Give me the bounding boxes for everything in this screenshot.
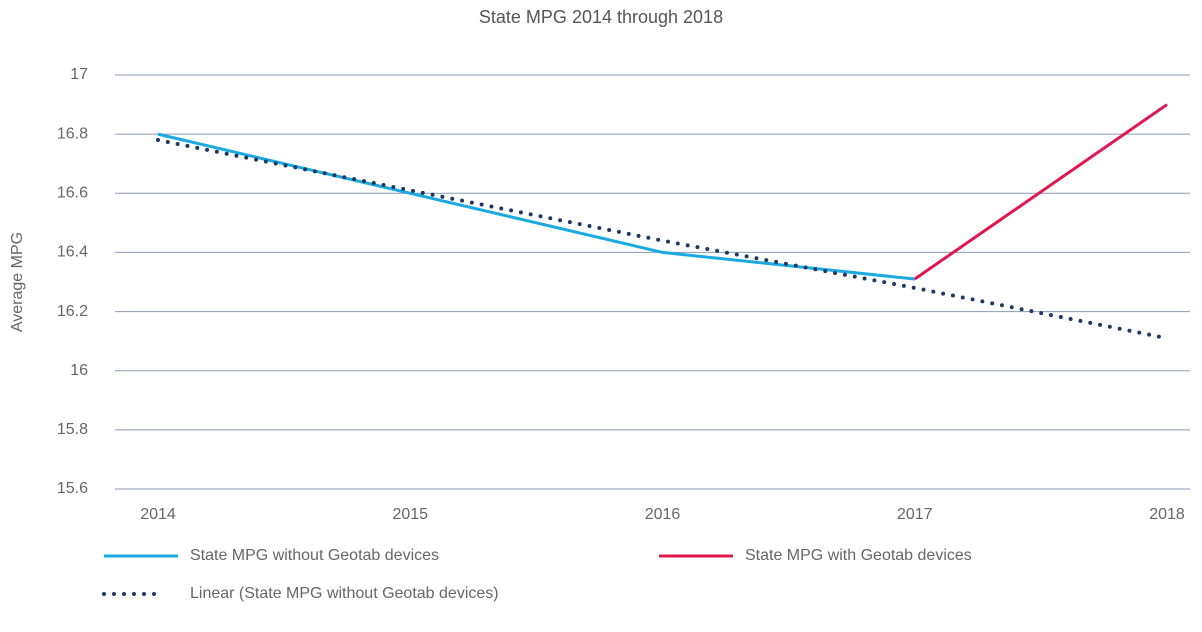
legend-label: State MPG with Geotab devices: [745, 547, 972, 564]
y-tick-label: 16: [70, 362, 88, 379]
y-axis-label: Average MPG: [9, 232, 26, 332]
y-tick-label: 16.6: [57, 185, 88, 202]
chart-title: State MPG 2014 through 2018: [479, 7, 723, 27]
x-tick-label: 2016: [645, 506, 681, 523]
legend-label: State MPG without Geotab devices: [190, 547, 439, 564]
x-tick-label: 2014: [140, 506, 176, 523]
series-line: [156, 138, 1169, 341]
legend-label: Linear (State MPG without Geotab devices…: [190, 585, 499, 602]
y-tick-label: 15.8: [57, 421, 88, 438]
y-tick-label: 16.4: [57, 244, 88, 261]
series-line: [157, 132, 915, 281]
y-tick-label: 17: [70, 66, 88, 83]
x-tick-label: 2017: [897, 506, 933, 523]
x-tick-label: 2018: [1149, 506, 1185, 523]
y-tick-label: 16.8: [57, 125, 88, 142]
series-line: [913, 103, 1168, 281]
y-tick-label: 16.2: [57, 303, 88, 320]
y-tick-label: 15.6: [57, 480, 88, 497]
x-tick-label: 2015: [392, 506, 428, 523]
